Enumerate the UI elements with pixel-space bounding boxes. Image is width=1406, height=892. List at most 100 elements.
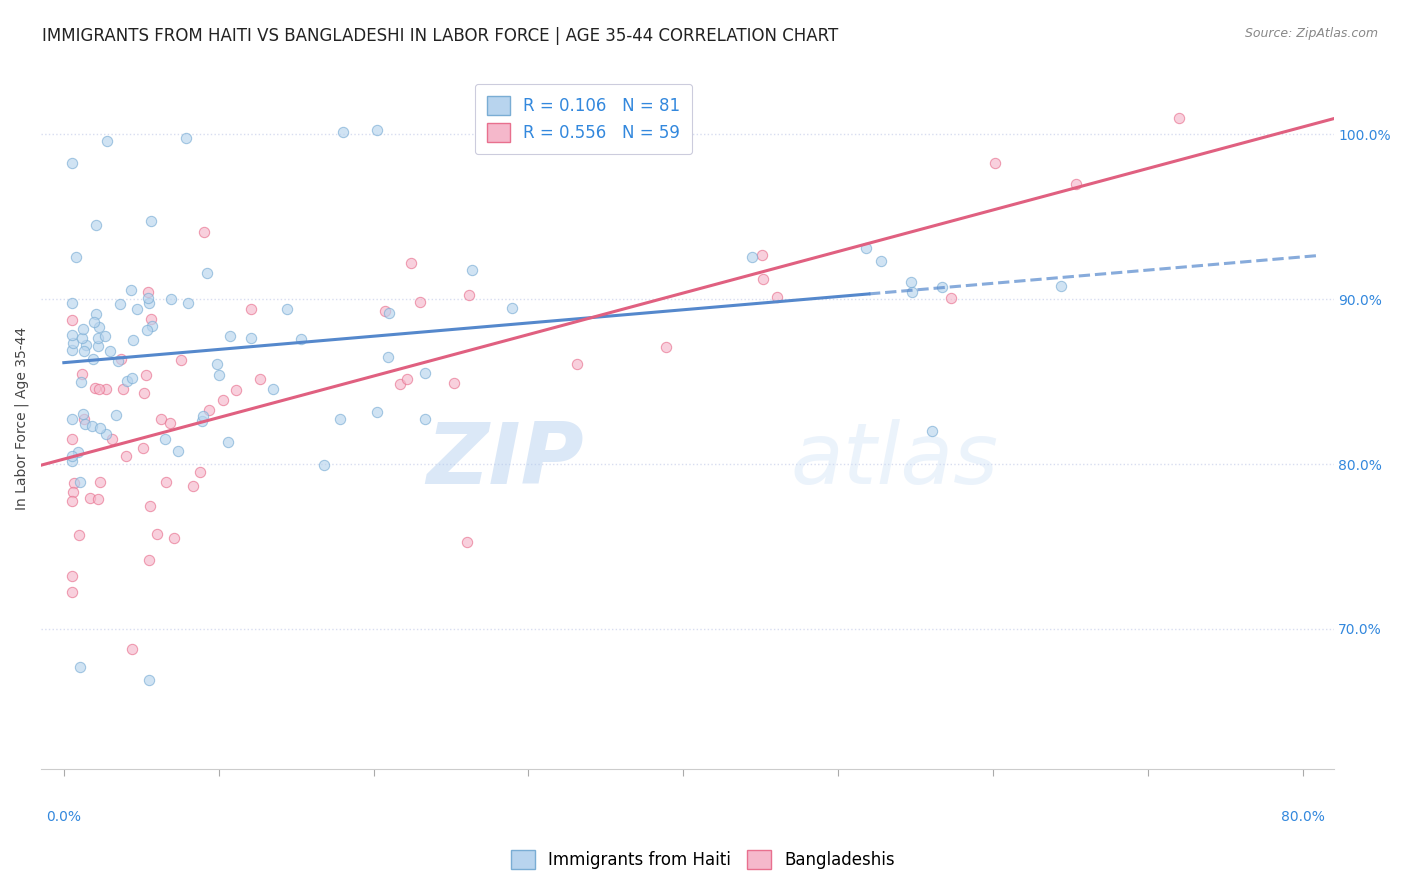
- Point: [290, 332, 312, 346]
- Point: [218, 328, 240, 343]
- Point: [409, 295, 432, 310]
- Point: [136, 285, 159, 299]
- Point: [84, 381, 107, 395]
- Point: [94, 382, 117, 396]
- Point: [60, 343, 83, 358]
- Point: [70, 375, 93, 389]
- Point: [460, 263, 482, 277]
- Point: [160, 292, 183, 306]
- Point: [163, 531, 186, 545]
- Point: [378, 305, 401, 319]
- Point: [60, 494, 83, 508]
- Point: [366, 123, 388, 137]
- Point: [1167, 111, 1189, 125]
- Point: [94, 329, 117, 343]
- Legend: Immigrants from Haiti, Bangladeshis: Immigrants from Haiti, Bangladeshis: [502, 840, 904, 880]
- Point: [101, 433, 124, 447]
- Point: [193, 225, 215, 239]
- Point: [69, 475, 91, 490]
- Text: 0.0%: 0.0%: [46, 810, 82, 824]
- Point: [900, 285, 922, 300]
- Point: [121, 641, 143, 656]
- Point: [107, 354, 129, 368]
- Text: 80.0%: 80.0%: [1281, 810, 1324, 824]
- Point: [149, 412, 172, 426]
- Point: [138, 291, 160, 305]
- Point: [69, 660, 91, 674]
- Point: [146, 527, 169, 541]
- Point: [60, 585, 83, 599]
- Point: [117, 374, 139, 388]
- Point: [174, 131, 197, 145]
- Point: [60, 454, 83, 468]
- Point: [374, 304, 396, 318]
- Point: [60, 432, 83, 446]
- Point: [415, 412, 437, 426]
- Point: [401, 256, 423, 270]
- Point: [127, 301, 149, 316]
- Point: [141, 318, 163, 333]
- Point: [766, 290, 789, 304]
- Point: [105, 408, 128, 422]
- Point: [217, 434, 239, 449]
- Point: [75, 338, 97, 352]
- Point: [654, 340, 676, 354]
- Point: [66, 444, 89, 458]
- Point: [89, 475, 111, 489]
- Point: [60, 156, 83, 170]
- Point: [138, 673, 160, 688]
- Point: [141, 311, 163, 326]
- Point: [110, 297, 132, 311]
- Point: [900, 275, 922, 289]
- Point: [84, 219, 107, 233]
- Point: [62, 485, 84, 500]
- Point: [314, 458, 336, 473]
- Point: [377, 350, 399, 364]
- Legend: R = 0.106   N = 81, R = 0.556   N = 59: R = 0.106 N = 81, R = 0.556 N = 59: [475, 84, 692, 154]
- Point: [79, 491, 101, 506]
- Point: [870, 254, 893, 268]
- Point: [60, 313, 83, 327]
- Point: [456, 535, 478, 549]
- Point: [73, 343, 96, 358]
- Point: [131, 441, 153, 455]
- Point: [855, 241, 877, 255]
- Point: [332, 125, 354, 139]
- Point: [1064, 177, 1087, 191]
- Point: [167, 443, 190, 458]
- Point: [388, 376, 411, 391]
- Point: [73, 411, 96, 425]
- Point: [195, 266, 218, 280]
- Point: [921, 424, 943, 438]
- Y-axis label: In Labor Force | Age 35-44: In Labor Force | Age 35-44: [15, 327, 30, 510]
- Point: [188, 466, 211, 480]
- Point: [751, 272, 773, 286]
- Point: [60, 569, 83, 583]
- Text: atlas: atlas: [790, 419, 998, 502]
- Point: [83, 315, 105, 329]
- Point: [82, 351, 104, 366]
- Point: [62, 475, 84, 490]
- Point: [110, 351, 132, 366]
- Point: [86, 331, 108, 345]
- Point: [191, 414, 214, 428]
- Point: [198, 403, 221, 417]
- Point: [139, 500, 162, 514]
- Point: [413, 366, 436, 380]
- Point: [86, 339, 108, 353]
- Point: [98, 344, 121, 359]
- Point: [72, 331, 94, 345]
- Point: [62, 449, 84, 463]
- Point: [225, 384, 247, 398]
- Point: [155, 475, 177, 489]
- Point: [87, 320, 110, 334]
- Point: [457, 288, 479, 302]
- Point: [153, 432, 176, 446]
- Point: [60, 296, 83, 310]
- Point: [170, 352, 193, 367]
- Point: [139, 214, 162, 228]
- Point: [60, 412, 83, 426]
- Point: [751, 248, 773, 262]
- Point: [84, 308, 107, 322]
- Point: [395, 371, 418, 385]
